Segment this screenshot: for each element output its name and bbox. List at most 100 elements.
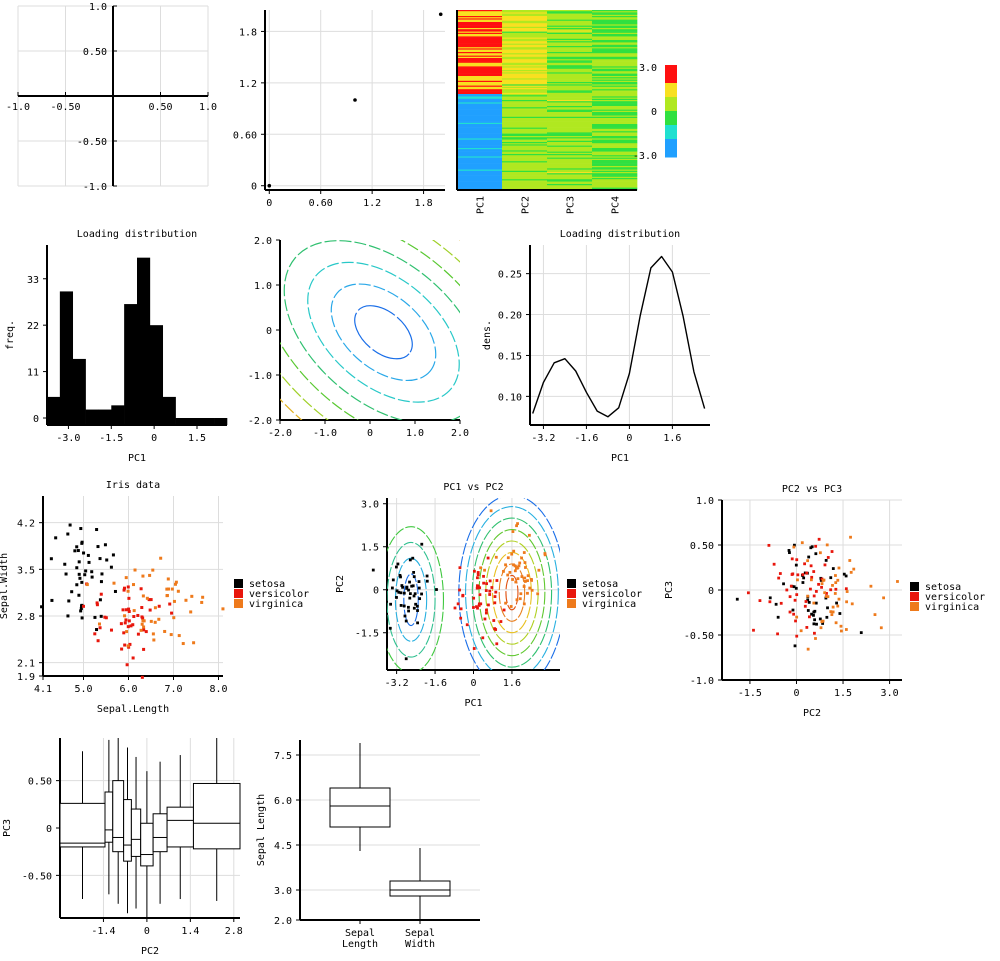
data-point — [80, 616, 84, 620]
data-point — [415, 604, 419, 608]
heatmap-cell — [547, 23, 593, 25]
heatmap-cell — [592, 47, 638, 49]
data-point — [177, 634, 181, 638]
heatmap-cell — [547, 40, 593, 42]
data-point — [136, 632, 140, 636]
y-tick-label: 1.5 — [361, 543, 379, 554]
heatmap-cell — [457, 137, 503, 139]
colorbar-cell — [665, 85, 677, 88]
data-point — [200, 600, 204, 604]
data-point — [518, 561, 522, 565]
y-tick-label: 0.20 — [498, 311, 522, 322]
box-body — [329, 787, 391, 828]
heatmap-cell — [592, 158, 638, 161]
heatmap-cell — [457, 157, 503, 160]
heatmap-cell — [457, 94, 503, 96]
x-tick-label: 1.2 — [363, 198, 381, 209]
heatmap-cell — [547, 107, 593, 109]
data-point — [790, 557, 794, 561]
data-point — [170, 611, 174, 615]
heatmap-cell — [547, 43, 593, 46]
data-point — [168, 602, 172, 606]
data-point — [144, 630, 148, 634]
data-point — [838, 612, 842, 615]
data-point — [126, 589, 130, 593]
data-point — [810, 612, 813, 616]
data-point — [465, 623, 469, 627]
data-point — [75, 545, 79, 549]
data-point — [848, 559, 852, 562]
box-body — [59, 802, 106, 848]
heatmap-cell — [547, 11, 593, 13]
heatmap-cell — [592, 146, 638, 149]
heatmap-cell — [502, 163, 548, 166]
data-point — [456, 602, 460, 606]
data-point — [515, 598, 519, 602]
heatmap-cell — [547, 186, 593, 188]
data-point — [417, 580, 421, 583]
heatmap-cell — [502, 41, 548, 43]
heatmap-cell — [457, 92, 503, 95]
heatmap-cell — [457, 95, 503, 97]
heatmap-cell — [457, 74, 503, 77]
heatmap-cell — [547, 29, 593, 31]
data-point — [66, 614, 70, 618]
heatmap-cell — [547, 73, 593, 76]
histogram-bar — [85, 409, 99, 425]
data-point — [787, 549, 791, 552]
heatmap-cell — [547, 22, 593, 24]
data-point — [517, 564, 521, 568]
legend-swatch — [234, 579, 243, 588]
colorbar-cell — [665, 137, 677, 140]
x-tick-label: -1.5 — [738, 688, 762, 699]
heatmap-cell — [547, 72, 593, 74]
heatmap-cell — [457, 88, 503, 90]
colorbar-cell — [665, 147, 677, 150]
heatmap-cell — [502, 40, 548, 42]
heatmap-cell — [592, 137, 638, 139]
data-point — [777, 576, 781, 580]
heatmap-cell — [457, 106, 503, 108]
heatmap-cell — [457, 152, 503, 155]
data-point — [77, 572, 81, 576]
heatmap-cell — [502, 73, 548, 76]
data-point — [794, 619, 797, 623]
data-point — [190, 594, 194, 598]
heatmap-cell — [457, 61, 503, 64]
colorbar-cell — [665, 93, 677, 96]
data-point — [804, 600, 808, 603]
heatmap-cell — [592, 157, 638, 160]
y-tick-label: 2.0 — [274, 916, 292, 927]
data-point — [399, 591, 403, 595]
heatmap-cell — [502, 186, 548, 188]
heatmap-cell — [547, 67, 593, 70]
legend-swatch — [910, 582, 919, 591]
heatmap-cell — [547, 62, 593, 65]
heatmap-cell — [547, 154, 593, 156]
heatmap-cell — [502, 96, 548, 98]
heatmap-cell — [457, 133, 503, 136]
heatmap-cell — [457, 29, 503, 31]
data-point — [438, 12, 443, 17]
heatmap-cell — [457, 118, 503, 120]
data-point — [96, 639, 100, 643]
heatmap-cell — [592, 91, 638, 94]
heatmap-cell — [592, 20, 638, 23]
data-point — [176, 589, 180, 593]
heatmap-cell — [592, 124, 638, 126]
heatmap-cell — [592, 127, 638, 130]
data-point — [812, 570, 816, 573]
heatmap-cell — [547, 55, 593, 58]
heatmap-cell — [547, 83, 593, 85]
heatmap-cell — [592, 119, 638, 121]
heatmap-cell — [457, 154, 503, 156]
data-point — [148, 573, 152, 577]
heatmap-cell — [502, 113, 548, 115]
data-point — [767, 543, 771, 547]
contour-line — [505, 574, 519, 611]
heatmap-cell — [547, 112, 593, 114]
heatmap-cell — [502, 122, 548, 125]
colorbar-cell — [665, 153, 677, 156]
colorbar-tick-label: 3.0 — [639, 63, 657, 74]
data-point — [123, 621, 127, 625]
